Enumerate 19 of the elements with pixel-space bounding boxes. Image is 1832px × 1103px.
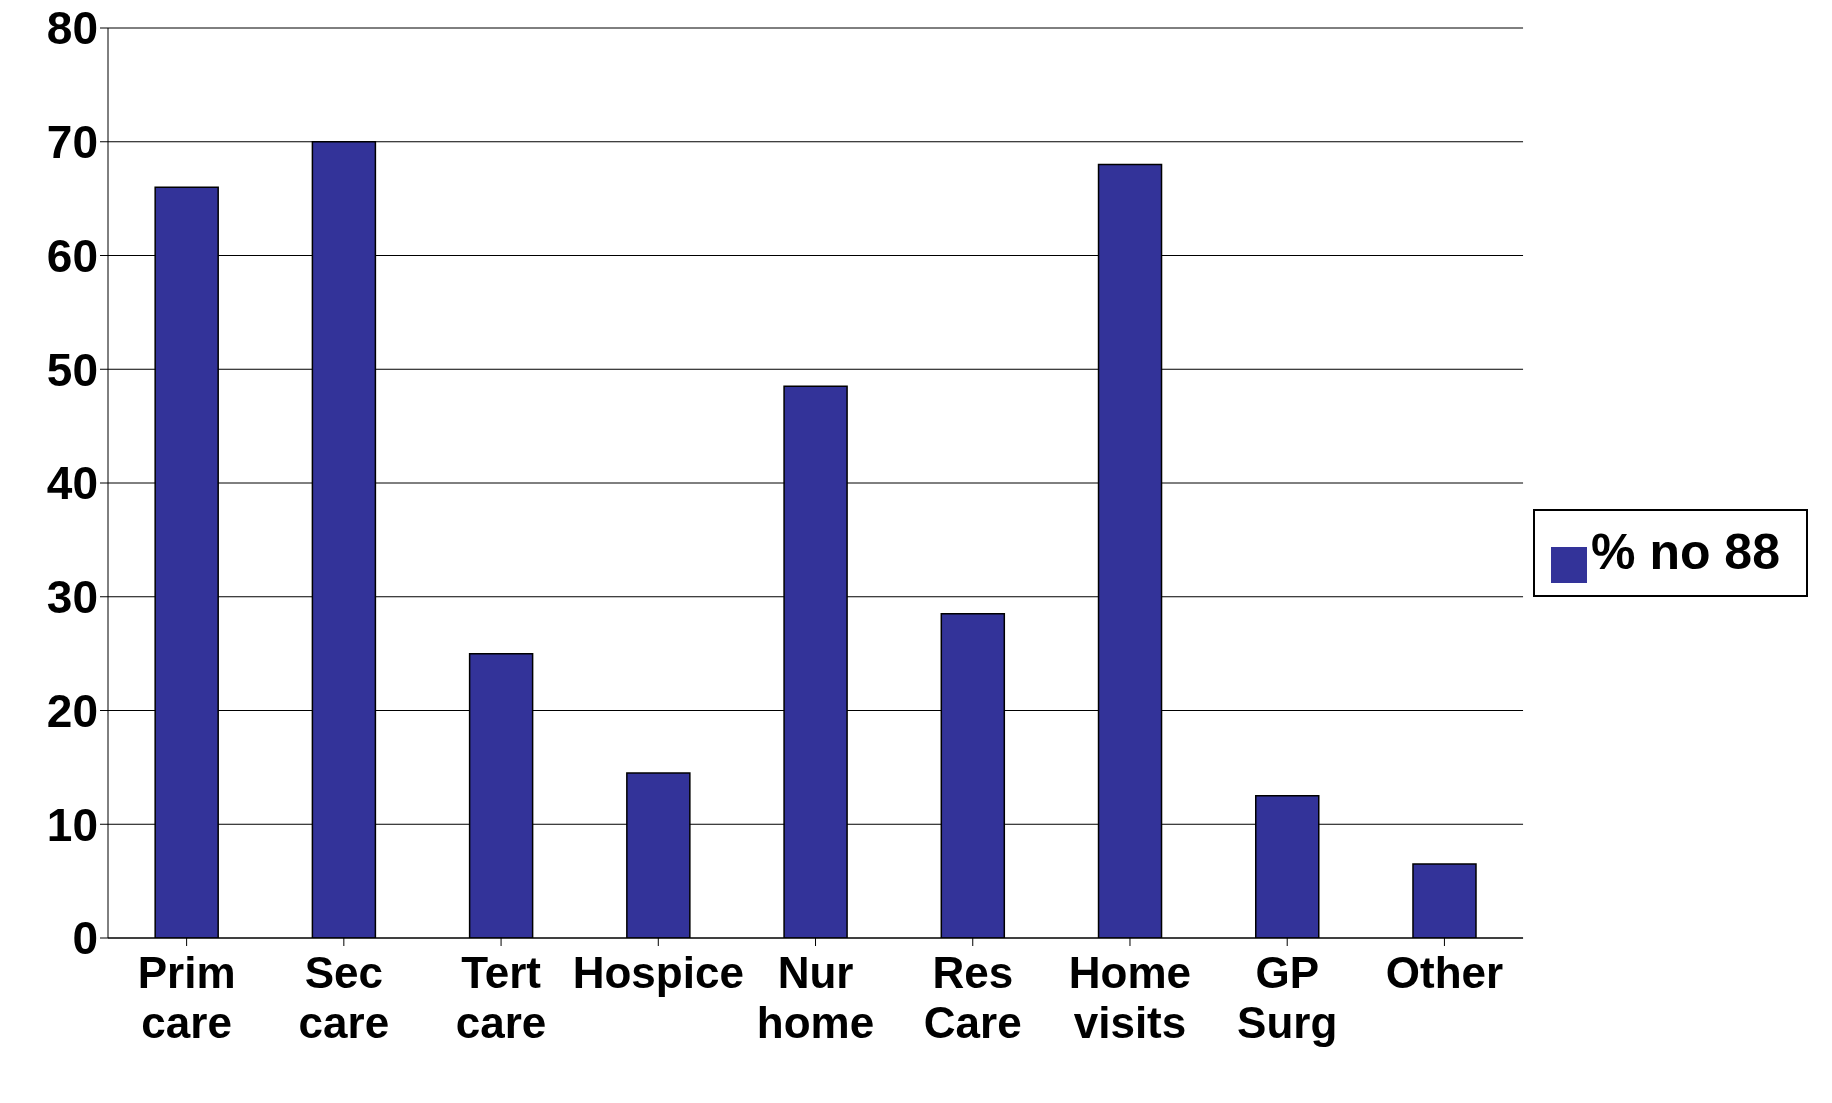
y-tick-label: 40 <box>46 457 98 510</box>
y-tick-label: 30 <box>46 571 98 624</box>
x-tick-label: Sec care <box>298 948 390 1047</box>
y-tick-label: 0 <box>72 912 98 965</box>
legend-label: % no 88 <box>1591 524 1780 581</box>
x-tick-label: Nur home <box>756 948 875 1047</box>
x-tick-label: Res Care <box>923 948 1022 1047</box>
x-tick-label: GP Surg <box>1237 948 1338 1047</box>
y-tick-label: 10 <box>46 798 98 851</box>
x-tick-label: Prim care <box>137 948 236 1047</box>
y-tick-label: 20 <box>46 684 98 737</box>
x-tick-label: Tert care <box>455 948 547 1047</box>
y-tick-label: 60 <box>46 229 98 282</box>
x-tick-label: Hospice <box>572 948 744 997</box>
x-tick-label: Other <box>1385 948 1504 997</box>
x-tick-label: Home visits <box>1068 948 1192 1047</box>
y-tick-label: 80 <box>46 2 98 55</box>
y-tick-label: 50 <box>46 343 98 396</box>
y-tick-label: 70 <box>46 116 98 169</box>
